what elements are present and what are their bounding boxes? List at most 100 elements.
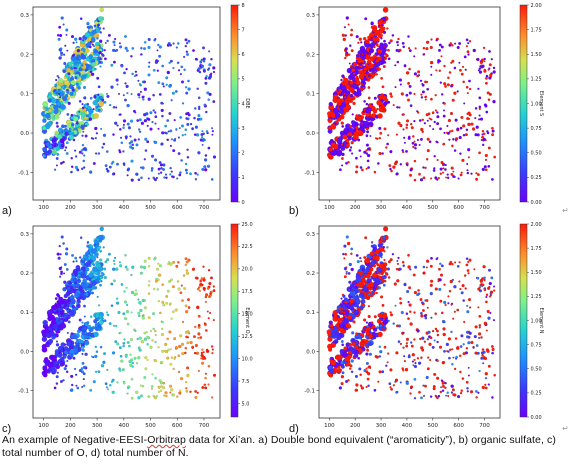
scatter-point	[149, 127, 153, 131]
scatter-point	[375, 355, 379, 359]
scatter-point	[147, 336, 150, 340]
scatter-point	[168, 61, 171, 65]
scatter-point	[147, 284, 151, 287]
scatter-point	[472, 48, 476, 53]
scatter-point	[137, 396, 141, 400]
scatter-point	[446, 391, 449, 394]
scatter-point	[99, 249, 103, 253]
scatter-point	[208, 50, 211, 53]
scatter-point	[343, 26, 346, 29]
scatter-point	[450, 391, 454, 394]
scatter-point	[466, 171, 470, 175]
scatter-point	[158, 54, 162, 58]
scatter-point	[157, 262, 160, 265]
scatter-point	[166, 289, 170, 293]
scatter-point	[115, 48, 119, 52]
scatter-point	[100, 127, 103, 130]
scatter-point	[108, 322, 112, 326]
scatter-point	[395, 133, 398, 136]
scatter-point	[81, 152, 84, 155]
scatter-point	[175, 345, 178, 349]
scatter-point	[472, 346, 475, 349]
scatter-point	[126, 303, 129, 307]
scatter-point	[356, 260, 360, 264]
scatter-point	[359, 155, 362, 158]
scatter-point	[71, 294, 74, 298]
scatter-point	[341, 33, 345, 37]
scatter-point	[146, 124, 149, 128]
scatter-point	[376, 107, 379, 111]
scatter-point	[115, 297, 119, 300]
scatter-point	[377, 24, 380, 27]
scatter-point	[79, 236, 83, 239]
scatter-point	[171, 393, 174, 396]
x-tick-label: 400	[119, 205, 130, 211]
scatter-point	[369, 68, 373, 72]
scatter-point	[491, 129, 495, 133]
scatter-point	[462, 80, 466, 84]
scatter-point	[445, 131, 449, 134]
scatter-point	[123, 338, 126, 341]
scatter-point	[430, 65, 433, 68]
scatter-point	[436, 111, 439, 114]
scatter-point	[181, 299, 184, 302]
scatter-point	[76, 120, 79, 123]
scatter-point	[211, 133, 214, 136]
scatter-point	[369, 32, 375, 38]
scatter-point	[408, 286, 412, 290]
scatter-point	[62, 242, 65, 245]
scatter-point	[202, 69, 206, 73]
scatter-point	[135, 362, 139, 365]
scatter-point	[147, 73, 151, 77]
scatter-point	[443, 321, 446, 324]
scatter-point	[157, 81, 161, 85]
scatter-point	[150, 154, 155, 158]
scatter-point	[485, 348, 490, 352]
scatter-point	[207, 98, 210, 101]
colorbar-tick-label: 0.00	[531, 415, 542, 421]
scatter-point	[407, 35, 410, 38]
scatter-point	[429, 60, 434, 65]
scatter-point	[408, 303, 412, 307]
scatter-point	[92, 263, 96, 267]
scatter-point	[341, 101, 347, 107]
scatter-point	[118, 261, 121, 264]
scatter-point	[423, 340, 427, 343]
scatter-point	[125, 355, 128, 358]
scatter-point	[412, 273, 416, 277]
scatter-point	[135, 390, 139, 394]
scatter-point	[440, 386, 443, 389]
scatter-point	[473, 268, 476, 271]
scatter-point	[448, 356, 451, 360]
scatter-point	[343, 297, 348, 302]
scatter-point	[70, 91, 74, 95]
scatter-point	[373, 315, 377, 319]
scatter-point	[54, 83, 58, 87]
scatter-point	[72, 116, 79, 122]
scatter-point	[467, 260, 470, 264]
scatter-point	[439, 127, 442, 131]
scatter-point	[151, 373, 154, 376]
scatter-point	[75, 384, 78, 387]
y-tick-label: 0.0	[306, 349, 315, 355]
scatter-point	[151, 339, 154, 342]
scatter-point	[193, 133, 197, 137]
scatter-point	[441, 389, 445, 392]
scatter-point	[368, 48, 375, 54]
scatter-point	[197, 323, 201, 327]
scatter-point	[369, 251, 374, 256]
scatter-point	[109, 384, 112, 387]
scatter-point	[477, 87, 480, 90]
x-tick-label: 600	[172, 423, 183, 429]
scatter-point	[380, 318, 384, 322]
scatter-point	[428, 342, 432, 346]
scatter-point	[120, 283, 124, 287]
scatter-point	[209, 292, 212, 295]
scatter-point	[422, 176, 426, 180]
colorbar-tick-label: 22.5	[242, 244, 253, 250]
scatter-point	[157, 300, 160, 303]
scatter-point	[147, 97, 151, 101]
scatter-point	[463, 274, 467, 277]
scatter-point	[356, 305, 360, 308]
scatter-point	[358, 367, 362, 371]
